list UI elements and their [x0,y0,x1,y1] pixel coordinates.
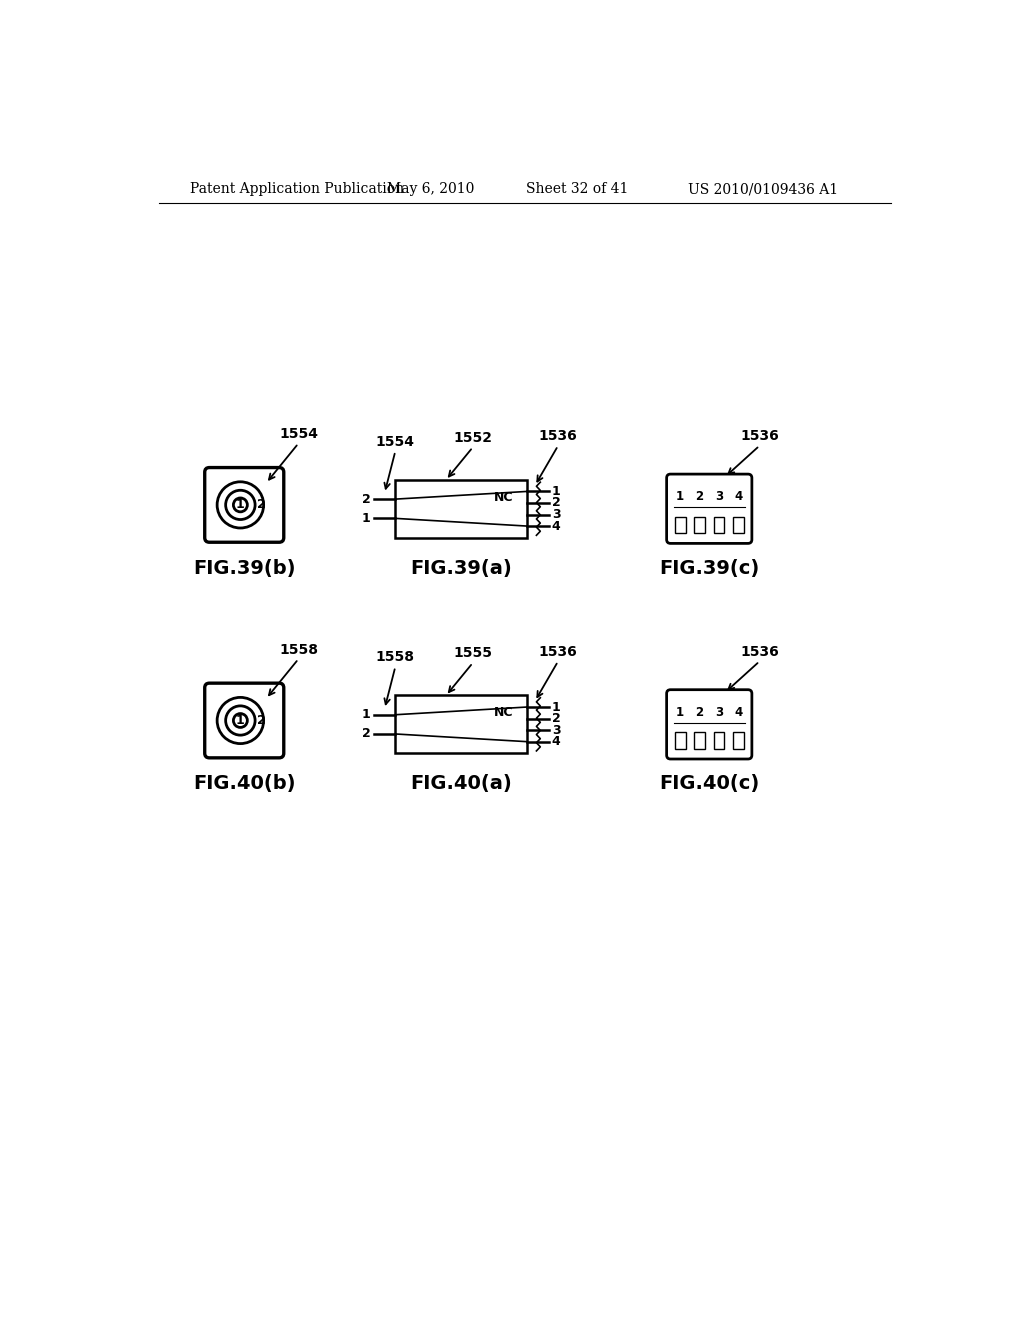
Bar [714,516,724,533]
Bar [395,696,527,754]
Text: 1: 1 [361,512,371,525]
Bar [675,516,686,533]
Bar [694,516,705,533]
Text: FIG.39(c): FIG.39(c) [659,558,760,578]
Text: 1: 1 [676,705,684,718]
Text: 1: 1 [236,714,245,727]
Text: 3: 3 [552,508,560,521]
Text: FIG.39(b): FIG.39(b) [193,558,296,578]
Text: NC: NC [495,706,514,719]
Text: 2: 2 [361,727,371,741]
Text: 2: 2 [552,496,561,510]
Text: FIG.40(a): FIG.40(a) [411,775,512,793]
Text: 1536: 1536 [740,645,779,659]
Text: 3: 3 [552,723,560,737]
Text: 2: 2 [361,492,371,506]
Text: FIG.40(c): FIG.40(c) [659,775,760,793]
Text: 2: 2 [695,490,703,503]
Text: 1: 1 [236,499,245,511]
Text: 1: 1 [361,709,371,721]
Text: 2: 2 [695,705,703,718]
Text: 1555: 1555 [454,647,493,660]
FancyBboxPatch shape [667,689,752,759]
FancyBboxPatch shape [667,474,752,544]
Text: 1: 1 [552,701,561,714]
Text: FIG.40(b): FIG.40(b) [193,775,296,793]
Text: 2: 2 [257,714,265,727]
Text: 4: 4 [552,520,561,532]
Text: 2: 2 [552,711,561,725]
Bar [733,733,743,748]
Text: 4: 4 [734,705,742,718]
FancyBboxPatch shape [205,684,284,758]
Text: 1536: 1536 [539,645,578,659]
FancyBboxPatch shape [205,467,284,543]
Text: 1554: 1554 [376,434,415,449]
Text: 1: 1 [552,484,561,498]
Text: 2: 2 [257,499,265,511]
Bar [675,733,686,748]
Bar [395,480,527,537]
Text: 4: 4 [734,490,742,503]
Text: NC: NC [495,491,514,504]
Text: 1552: 1552 [454,430,493,445]
Text: May 6, 2010: May 6, 2010 [387,182,474,197]
Text: Patent Application Publication: Patent Application Publication [190,182,404,197]
Bar [694,733,705,748]
Text: 1554: 1554 [279,426,318,441]
Text: 3: 3 [715,490,723,503]
Bar [733,516,743,533]
Text: 1: 1 [676,490,684,503]
Text: 1536: 1536 [740,429,779,444]
Bar [714,733,724,748]
Text: 4: 4 [552,735,561,748]
Text: 1558: 1558 [376,651,415,664]
Text: Sheet 32 of 41: Sheet 32 of 41 [526,182,629,197]
Text: 1558: 1558 [279,643,318,656]
Text: 3: 3 [715,705,723,718]
Text: US 2010/0109436 A1: US 2010/0109436 A1 [688,182,839,197]
Text: 1536: 1536 [539,429,578,444]
Text: FIG.39(a): FIG.39(a) [411,558,512,578]
